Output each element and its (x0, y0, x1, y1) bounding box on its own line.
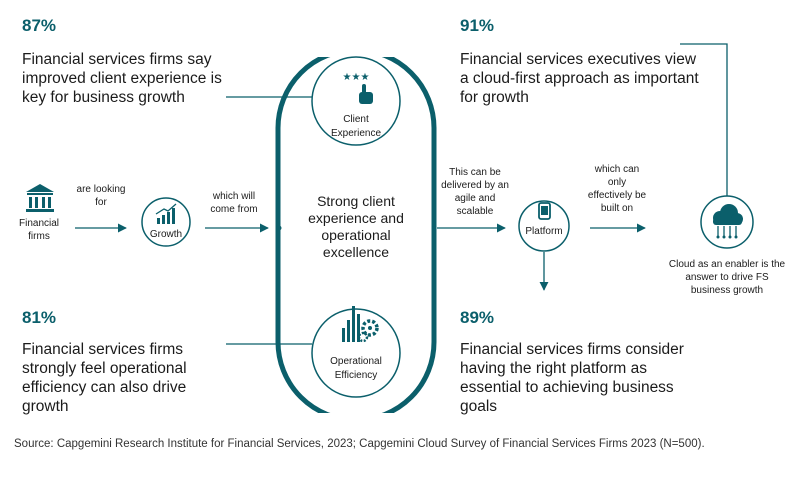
financial-firms-label: Financial firms (18, 218, 60, 242)
platform-circle (518, 200, 570, 252)
svg-text:★★★: ★★★ (343, 72, 370, 83)
stat-87-text: Financial services firms say improved cl… (22, 51, 222, 106)
stat-87-percent: 87% (22, 16, 57, 35)
operational-efficiency-label: Operational Efficiency (330, 356, 382, 381)
connector-91 (680, 43, 728, 196)
stat-89-text: Financial services firms consider having… (460, 341, 684, 415)
connector-built-on-label: which can only effectively be built on (587, 164, 647, 214)
client-experience-label: Client Experience (330, 114, 382, 139)
connector-looking-for-label: are looking for (76, 184, 126, 208)
platform-label: Platform (525, 226, 563, 237)
connector-which-will-come-from-label: which will come from (210, 191, 258, 215)
connector-delivered-by-label: This can be delivered by an agile and sc… (441, 167, 509, 217)
stat-81-percent: 81% (22, 308, 57, 327)
cloud-enabler-text: Cloud as an enabler is the answer to dri… (668, 259, 786, 296)
source-note: Source: Capgemini Research Institute for… (14, 438, 705, 450)
client-experience-circle (311, 56, 401, 146)
center-text: Strong client experience and operational… (308, 193, 404, 260)
stat-81-text: Financial services firms strongly feel o… (22, 341, 187, 415)
operational-efficiency-circle (311, 308, 401, 398)
stat-91-percent: 91% (460, 16, 495, 35)
cloud-icon (713, 204, 743, 239)
stat-89-percent: 89% (460, 308, 495, 327)
gears-chart-icon (342, 306, 379, 343)
growth-chart-icon (155, 203, 177, 224)
stat-91-text: Financial services executives view a clo… (460, 51, 699, 106)
mobile-device-icon (538, 202, 551, 220)
growth-label: Growth (149, 229, 183, 240)
star-rating-hand-icon: ★★★ (343, 72, 373, 104)
growth-circle (141, 197, 191, 247)
bank-icon (26, 184, 54, 212)
